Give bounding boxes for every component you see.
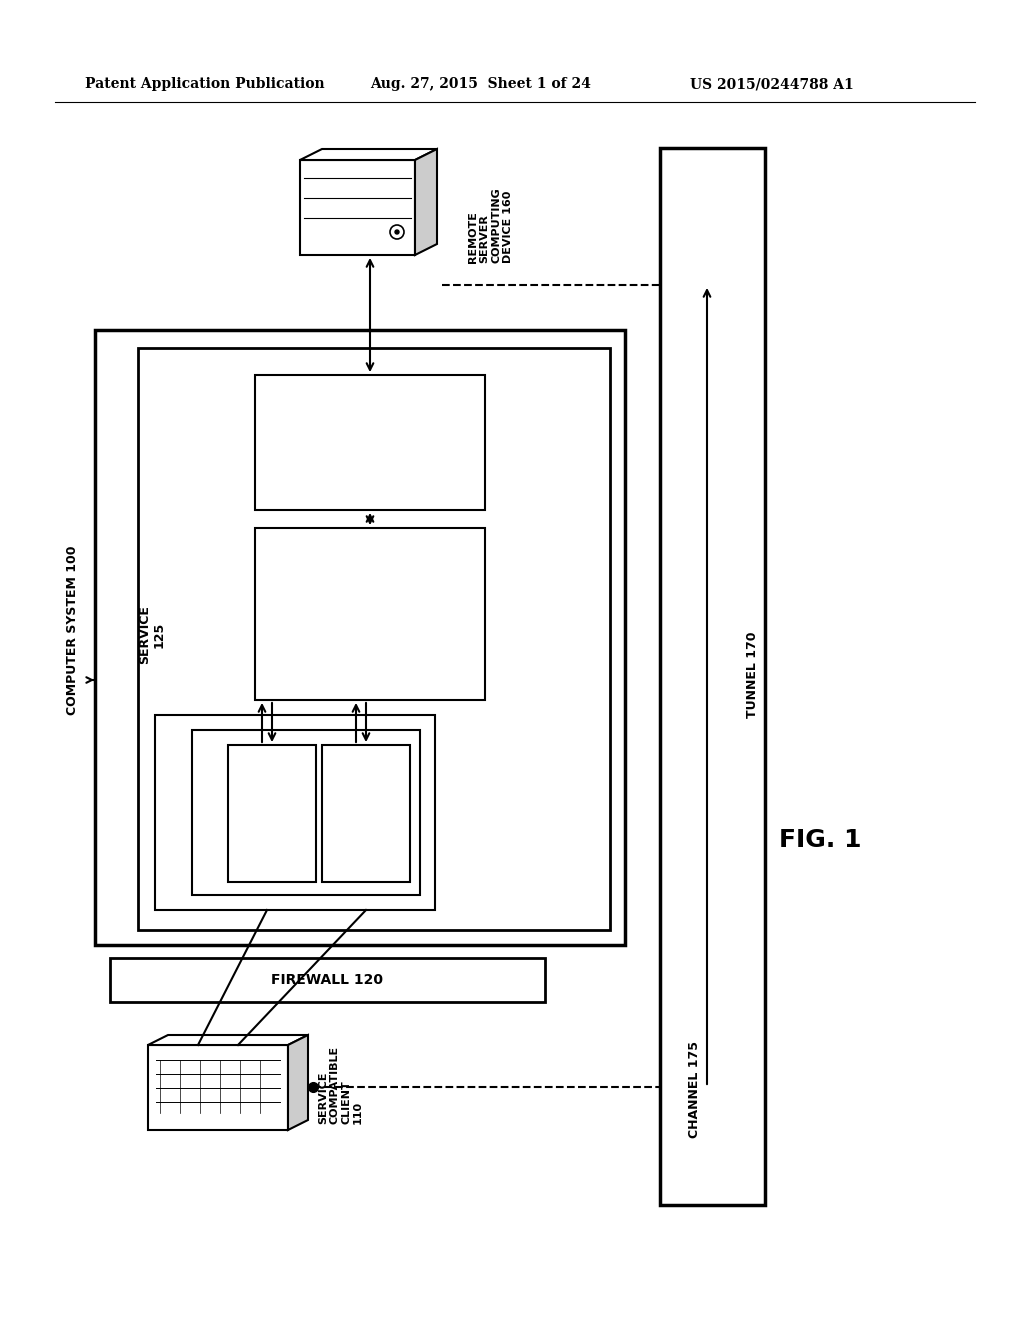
Bar bbox=[228, 744, 316, 882]
Bar bbox=[95, 330, 625, 945]
Text: FIG. 1: FIG. 1 bbox=[778, 828, 861, 851]
Text: BINDING IN
MODULE 134: BINDING IN MODULE 134 bbox=[262, 780, 282, 846]
Bar bbox=[255, 375, 485, 510]
Text: COMPUTER SYSTEM 100: COMPUTER SYSTEM 100 bbox=[67, 545, 80, 714]
Text: Aug. 27, 2015  Sheet 1 of 24: Aug. 27, 2015 Sheet 1 of 24 bbox=[370, 77, 591, 91]
Circle shape bbox=[395, 230, 399, 234]
Text: SERVICE
125: SERVICE 125 bbox=[138, 606, 166, 664]
Polygon shape bbox=[148, 1035, 308, 1045]
Text: Patent Application Publication: Patent Application Publication bbox=[85, 77, 325, 91]
Bar bbox=[138, 348, 610, 931]
Text: MEMORY 132: MEMORY 132 bbox=[201, 776, 211, 847]
Text: FIREWALL 120: FIREWALL 120 bbox=[271, 973, 383, 987]
Bar bbox=[322, 744, 410, 882]
Bar bbox=[300, 160, 415, 255]
Polygon shape bbox=[415, 149, 437, 255]
Polygon shape bbox=[300, 149, 437, 160]
Polygon shape bbox=[288, 1035, 308, 1130]
Text: BINDING INTERFACE
130: BINDING INTERFACE 130 bbox=[164, 754, 185, 871]
Bar bbox=[148, 1045, 288, 1130]
Text: US 2015/0244788 A1: US 2015/0244788 A1 bbox=[690, 77, 854, 91]
Text: TUNNEL 170: TUNNEL 170 bbox=[745, 632, 759, 718]
Text: CHANNEL 175: CHANNEL 175 bbox=[688, 1041, 701, 1138]
Bar bbox=[255, 528, 485, 700]
Text: BINDING OUT
MODULE 136: BINDING OUT MODULE 136 bbox=[356, 779, 376, 847]
Text: NETWORK-
BASED
PROCEDURE
CALL
INTERFACE
140: NETWORK- BASED PROCEDURE CALL INTERFACE … bbox=[336, 576, 404, 652]
Bar bbox=[110, 958, 545, 1002]
Text: SERVICE
COMPATIBLE
CLIENT
110: SERVICE COMPATIBLE CLIENT 110 bbox=[318, 1045, 362, 1125]
Text: REMOTE
SERVER
COMPUTING
DEVICE 160: REMOTE SERVER COMPUTING DEVICE 160 bbox=[468, 187, 513, 263]
Bar bbox=[193, 730, 420, 895]
Text: GATEWAY
INTERFACE
150: GATEWAY INTERFACE 150 bbox=[348, 404, 391, 480]
Bar bbox=[660, 148, 765, 1205]
Bar bbox=[155, 715, 435, 909]
